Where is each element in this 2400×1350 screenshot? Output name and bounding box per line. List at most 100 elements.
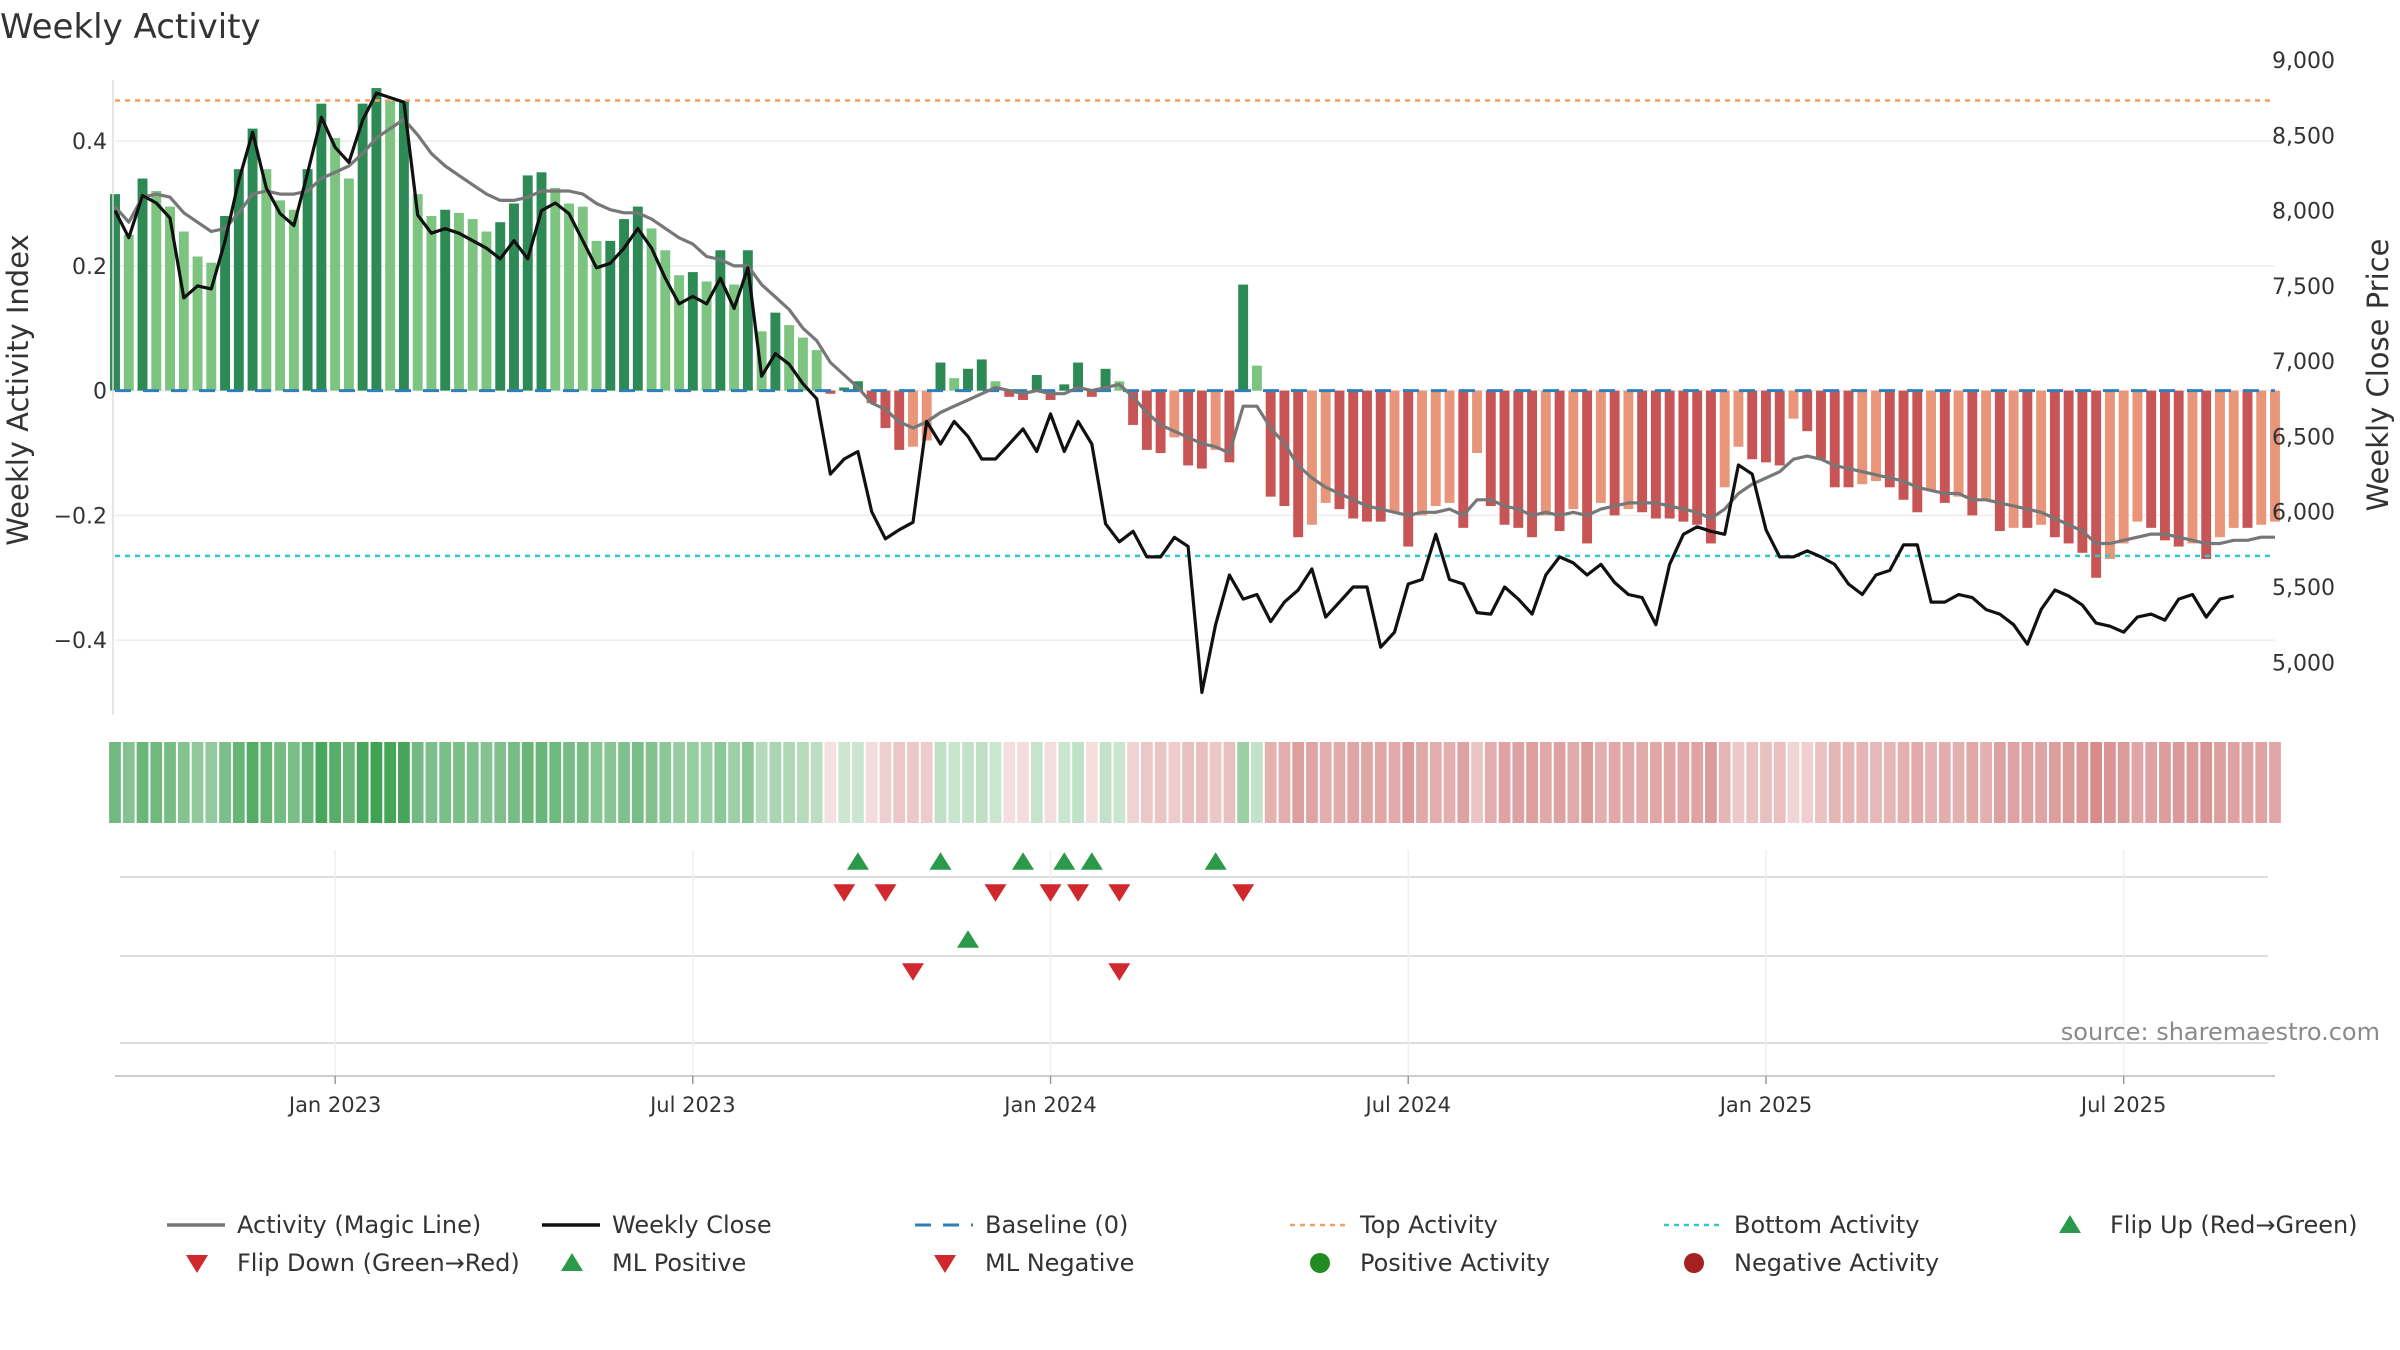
activity-bar xyxy=(1196,390,1207,469)
activity-bar xyxy=(1527,390,1538,538)
heat-cell xyxy=(1333,742,1346,823)
heat-cell xyxy=(700,742,713,823)
activity-bar xyxy=(1637,390,1648,513)
legend-swatch-triangle-down xyxy=(934,1255,956,1273)
heat-cell xyxy=(728,742,740,823)
heat-cell xyxy=(1030,742,1043,823)
left-axis: 0.4 0.2 0 −0.2 −0.4 xyxy=(54,80,114,715)
heat-cell xyxy=(673,742,685,823)
legend-label: Activity (Magic Line) xyxy=(237,1211,481,1239)
activity-bar xyxy=(1403,390,1414,547)
heat-cell xyxy=(1209,742,1222,823)
heat-cell xyxy=(1526,742,1538,823)
heat-cell xyxy=(1278,742,1291,823)
activity-bar xyxy=(976,359,987,391)
activity-bar xyxy=(1582,390,1593,544)
activity-bar xyxy=(1609,390,1620,516)
flip-down-marker xyxy=(984,884,1007,902)
heat-cell xyxy=(838,742,851,823)
heat-cell xyxy=(1003,742,1016,823)
activity-bar xyxy=(1059,384,1070,391)
legend-swatch-triangle-up xyxy=(2059,1215,2081,1233)
heat-cell xyxy=(1856,742,1869,823)
heat-cell xyxy=(2145,742,2158,823)
heat-cell xyxy=(1196,742,1208,823)
heat-cell xyxy=(411,742,424,823)
flip-down-marker xyxy=(1067,884,1090,902)
heat-cell xyxy=(425,742,438,823)
heat-cell xyxy=(535,742,548,823)
heat-cell xyxy=(1636,742,1649,823)
activity-bar xyxy=(522,175,533,391)
activity-bar xyxy=(330,137,341,391)
heat-cell xyxy=(576,742,589,823)
heat-cell xyxy=(1746,742,1759,823)
heat-cell xyxy=(1099,742,1112,823)
legend-item: Positive Activity xyxy=(1310,1249,1550,1277)
heat-cell xyxy=(2255,742,2268,823)
heat-cell xyxy=(2186,742,2199,823)
heat-cell xyxy=(2076,742,2089,823)
heat-cell xyxy=(260,742,273,823)
heat-cell xyxy=(810,742,823,823)
heat-cell xyxy=(1058,742,1071,823)
activity-bar xyxy=(495,222,506,391)
activity-bar xyxy=(839,387,850,391)
flip-down-marker xyxy=(874,884,897,902)
x-axis: Jan 2023 Jul 2023 Jan 2024 Jul 2024 Jan 2025… xyxy=(115,1075,2275,1117)
activity-bar xyxy=(1334,390,1345,510)
legend-item: Weekly Close xyxy=(542,1211,772,1239)
right-axis-label: Weekly Close Price xyxy=(2361,239,2395,512)
right-tick-label: 9,000 xyxy=(2272,49,2335,74)
flip-up-marker xyxy=(1204,852,1227,870)
right-tick-label: 6,000 xyxy=(2272,501,2335,526)
legend-swatch-triangle-down xyxy=(186,1255,208,1273)
activity-bar xyxy=(357,103,368,391)
activity-bar xyxy=(2228,390,2239,528)
heat-cell xyxy=(1471,742,1483,823)
heat-cell xyxy=(2048,742,2061,823)
activity-bar xyxy=(288,209,299,391)
heat-cell xyxy=(1897,742,1910,823)
heat-cell xyxy=(2007,742,2020,823)
heat-cell xyxy=(1938,742,1951,823)
activity-bar xyxy=(1664,390,1675,519)
activity-bar xyxy=(756,331,767,391)
activity-bar xyxy=(1472,390,1482,453)
weekly-close-line xyxy=(113,91,2235,695)
activity-bar xyxy=(1238,284,1249,391)
heat-cell xyxy=(1594,742,1607,823)
heat-cell xyxy=(109,742,121,823)
legend-item: Flip Up (Red→Green) xyxy=(2059,1211,2358,1239)
activity-bar xyxy=(1857,390,1868,485)
flip-up-marker xyxy=(1053,852,1076,870)
activity-bar xyxy=(1802,390,1813,432)
flip-up-marker xyxy=(1080,852,1103,870)
heat-cell xyxy=(1443,742,1456,823)
heat-cell xyxy=(865,742,878,823)
heat-cell xyxy=(219,742,231,823)
x-tick-label: Jan 2024 xyxy=(1002,1093,1097,1117)
activity-bar xyxy=(275,200,286,391)
activity-bar xyxy=(1871,390,1881,482)
heat-cell xyxy=(893,742,906,823)
heat-cell xyxy=(205,742,218,823)
activity-bar xyxy=(1279,390,1290,507)
activity-bar xyxy=(701,281,712,391)
heat-cell xyxy=(1512,742,1525,823)
activity-bar xyxy=(1692,390,1703,525)
heat-cell xyxy=(1993,742,2006,823)
heat-cell xyxy=(2159,742,2171,823)
legend-item: Top Activity xyxy=(1290,1211,1498,1239)
heat-cell xyxy=(852,742,864,823)
heat-cell xyxy=(2214,742,2226,823)
activity-bar xyxy=(1306,390,1317,525)
activity-bar xyxy=(1843,390,1854,488)
left-axis-label: Weekly Activity Index xyxy=(1,234,35,545)
heat-cell xyxy=(301,742,314,823)
heat-cell xyxy=(1581,742,1593,823)
heat-cell xyxy=(549,742,562,823)
heat-cell xyxy=(1374,742,1387,823)
legend-swatch-circle xyxy=(1684,1253,1704,1273)
activity-bar xyxy=(1981,390,1992,500)
